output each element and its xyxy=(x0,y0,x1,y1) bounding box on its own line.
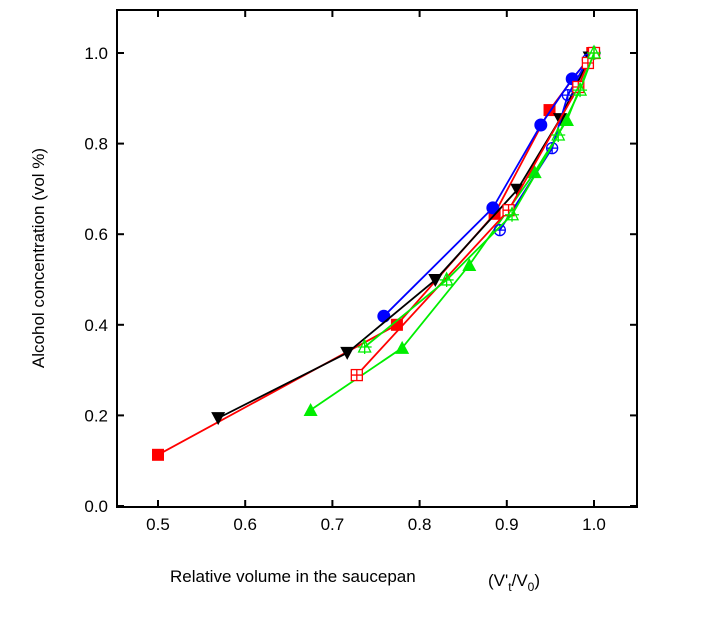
y-tick-label: 0.6 xyxy=(84,225,108,244)
plot-frame xyxy=(116,9,638,508)
y-tick-label: 0.2 xyxy=(84,406,108,425)
x-tick-label: 1.0 xyxy=(582,515,606,534)
data-point xyxy=(395,340,410,354)
series-2 xyxy=(211,51,597,426)
x-tick-label: 0.6 xyxy=(233,515,257,534)
marker-cross xyxy=(505,207,520,222)
marker-cross xyxy=(587,46,601,60)
y-tick-label: 0.8 xyxy=(84,135,108,154)
marker-cross xyxy=(551,127,566,142)
y-tick-label: 0.4 xyxy=(84,316,108,335)
x-tick-label: 0.5 xyxy=(146,515,170,534)
data-point xyxy=(534,118,548,132)
y-axis-label: Alcohol concentration (vol %) xyxy=(29,148,48,368)
series-line xyxy=(217,57,591,419)
data-point xyxy=(340,346,355,360)
x-axis-unit: (V't/V0) xyxy=(488,571,540,594)
data-point xyxy=(527,165,542,179)
data-point xyxy=(377,309,391,323)
marker-cross xyxy=(562,89,574,101)
series-line xyxy=(157,52,593,456)
y-tick-label: 0.0 xyxy=(84,497,108,516)
y-tick-label: 1.0 xyxy=(84,44,108,63)
x-tick-label: 0.8 xyxy=(408,515,432,534)
series-0 xyxy=(152,47,599,461)
data-point xyxy=(152,448,164,461)
data-point xyxy=(486,201,500,215)
marker-cross xyxy=(573,83,588,98)
x-tick-label: 0.7 xyxy=(321,515,345,534)
x-tick-label: 0.9 xyxy=(495,515,519,534)
marker-cross xyxy=(357,339,372,354)
marker-cross xyxy=(582,57,594,69)
marker-cross xyxy=(439,272,454,287)
marker-cross xyxy=(351,369,363,381)
x-axis-label: Relative volume in the saucepan xyxy=(170,567,416,586)
data-point xyxy=(303,402,318,416)
series-1 xyxy=(377,46,601,323)
data-point xyxy=(428,273,443,287)
series-6 xyxy=(357,44,602,354)
data-point xyxy=(462,258,477,272)
data-point xyxy=(211,412,226,426)
series-line xyxy=(364,52,595,348)
